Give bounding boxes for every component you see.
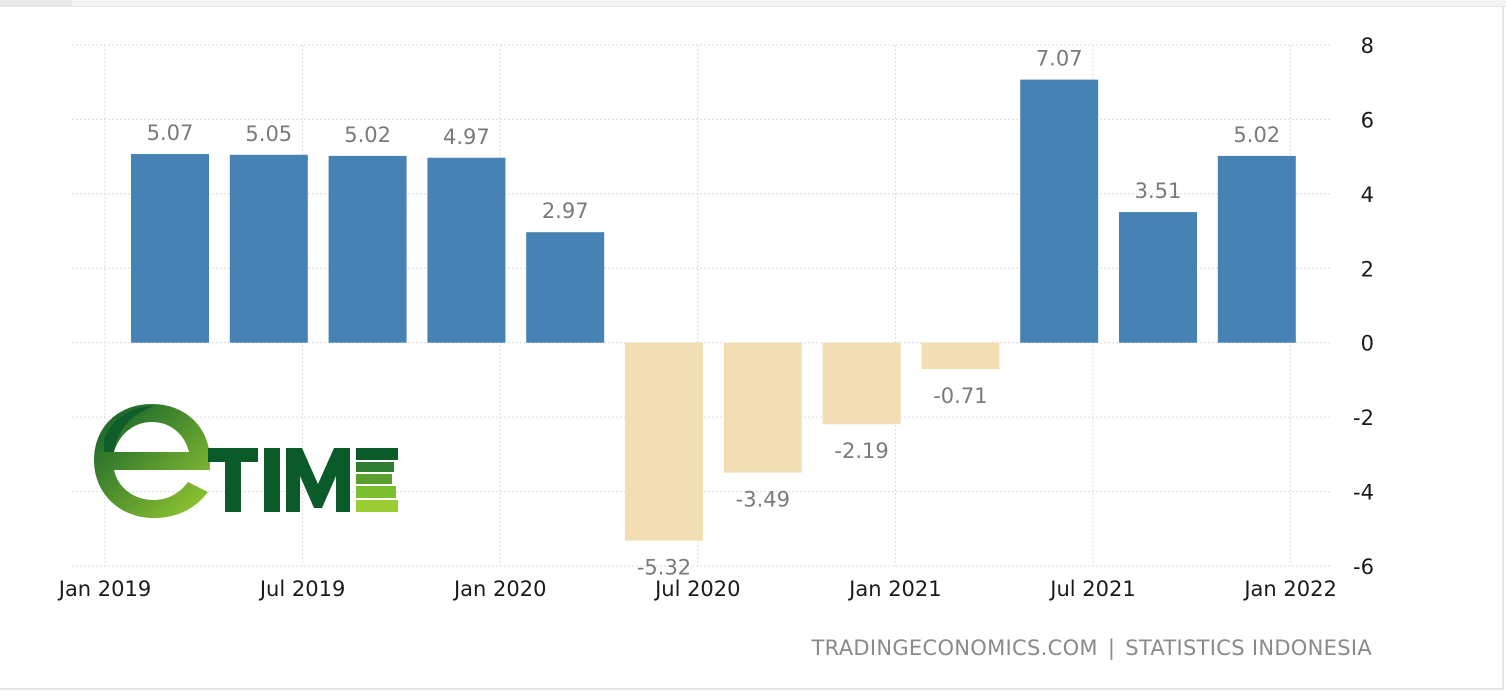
bar[interactable]: [1217, 155, 1296, 343]
bar[interactable]: [625, 342, 703, 541]
y-tick-label: 8: [1361, 34, 1374, 58]
y-tick-label: 6: [1361, 108, 1374, 132]
x-tick-label: Jul 2019: [258, 577, 345, 601]
bar-value-label: -5.32: [637, 556, 691, 580]
bar[interactable]: [1020, 79, 1099, 343]
bar-value-label: 5.05: [245, 122, 292, 146]
bar-value-label: 2.97: [542, 199, 589, 223]
bar[interactable]: [921, 342, 1000, 370]
y-tick-label: -4: [1353, 481, 1374, 505]
bar-value-label: -2.19: [834, 439, 888, 463]
bar[interactable]: [526, 232, 605, 343]
source-separator: |: [1107, 636, 1116, 660]
x-tick-label: Jan 2019: [57, 577, 152, 601]
top-strip: [0, 0, 1506, 7]
source-right-text: STATISTICS INDONESIA: [1125, 636, 1372, 660]
value-label-layer: 5.07 5.05 5.02 4.97 2.97 -5.32 -3.49 -2.19 -0.71…: [147, 47, 1281, 580]
x-tick-label: Jan 2021: [847, 577, 942, 601]
y-tick-label: 0: [1361, 332, 1374, 356]
bar[interactable]: [1119, 212, 1197, 343]
x-tick-label: Jan 2022: [1242, 577, 1337, 601]
bar-value-label: 4.97: [443, 125, 490, 149]
source-credit: TRADINGECONOMICS.COM | STATISTICS INDONESI…: [812, 636, 1372, 660]
bar-value-label: 7.07: [1036, 47, 1083, 71]
y-tick-label: -6: [1353, 555, 1374, 579]
x-tick-label: Jan 2020: [452, 577, 547, 601]
y-tick-label: -2: [1353, 406, 1374, 430]
x-tick-label: Jul 2020: [653, 577, 740, 601]
bar-value-label: -3.49: [736, 488, 790, 512]
x-tick-label: Jul 2021: [1048, 577, 1135, 601]
bar-layer: [131, 79, 1296, 541]
bar[interactable]: [723, 342, 802, 473]
axis-layer: 8 6 4 2 0 -2 -4 -6 Jan 2019 Jul 2019 Jan 2020 Jul 2…: [57, 34, 1374, 601]
bar-value-label: 5.07: [147, 121, 194, 145]
bar[interactable]: [328, 155, 407, 343]
bar-value-label: 3.51: [1135, 179, 1182, 203]
bar-value-label: -0.71: [933, 384, 987, 408]
etime-logo: [94, 404, 398, 518]
y-tick-label: 2: [1361, 257, 1374, 281]
bar[interactable]: [427, 157, 506, 343]
top-strip-tab: [0, 0, 72, 6]
bar[interactable]: [822, 342, 901, 425]
y-tick-label: 4: [1361, 183, 1374, 207]
bar[interactable]: [229, 154, 308, 343]
bar-value-label: 5.02: [1233, 123, 1280, 147]
source-left-text: TRADINGECONOMICS.COM: [811, 636, 1098, 660]
bar-value-label: 5.02: [344, 123, 391, 147]
bar[interactable]: [131, 154, 209, 343]
